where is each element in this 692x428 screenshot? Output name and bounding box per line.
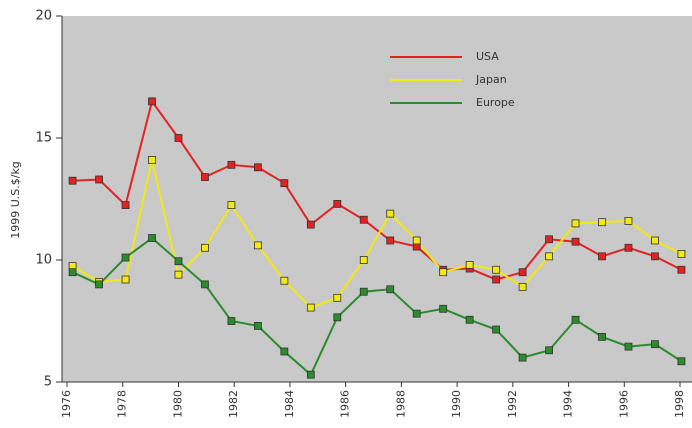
point bbox=[545, 235, 553, 244]
x-tick-label: 1990 bbox=[450, 390, 463, 418]
point bbox=[201, 280, 209, 289]
point bbox=[412, 236, 421, 245]
point bbox=[148, 97, 156, 106]
point bbox=[333, 313, 342, 322]
point bbox=[253, 241, 262, 250]
x-tick-label: 1994 bbox=[562, 390, 575, 418]
y-tick-label: 5 bbox=[44, 375, 52, 390]
point bbox=[545, 346, 553, 355]
point bbox=[624, 243, 633, 252]
x-tick-label: 1992 bbox=[506, 390, 519, 418]
point bbox=[121, 253, 130, 262]
point bbox=[545, 252, 553, 261]
point bbox=[651, 236, 659, 245]
point bbox=[624, 217, 633, 225]
point bbox=[359, 256, 368, 264]
point bbox=[280, 276, 289, 285]
point bbox=[598, 332, 606, 341]
point bbox=[333, 199, 342, 208]
point bbox=[677, 265, 686, 274]
legend-label: Europe bbox=[476, 96, 515, 109]
point bbox=[677, 249, 686, 258]
point bbox=[253, 163, 262, 172]
point bbox=[651, 252, 659, 261]
point bbox=[68, 268, 77, 277]
point bbox=[280, 347, 289, 356]
point bbox=[95, 280, 103, 289]
point bbox=[386, 285, 395, 294]
point bbox=[174, 270, 183, 279]
point bbox=[465, 260, 474, 269]
point bbox=[95, 175, 103, 184]
point bbox=[492, 265, 501, 274]
point bbox=[174, 134, 183, 142]
series-line bbox=[72, 236, 682, 377]
x-tick-label: 1988 bbox=[394, 390, 407, 418]
point bbox=[439, 268, 448, 277]
point bbox=[492, 325, 501, 334]
point bbox=[518, 268, 527, 277]
point bbox=[306, 220, 315, 229]
point bbox=[386, 236, 395, 245]
x-tick-label: 1982 bbox=[227, 390, 240, 418]
point bbox=[227, 201, 236, 210]
point bbox=[571, 219, 580, 228]
point bbox=[571, 237, 580, 246]
point bbox=[598, 252, 606, 261]
point bbox=[412, 309, 421, 318]
point bbox=[677, 357, 686, 366]
point bbox=[651, 340, 659, 349]
point bbox=[280, 179, 289, 188]
x-tick-label: 1996 bbox=[617, 390, 630, 418]
series-line bbox=[72, 159, 682, 309]
point bbox=[121, 275, 130, 284]
plot-area bbox=[62, 16, 692, 382]
point bbox=[571, 315, 580, 324]
point bbox=[306, 370, 315, 379]
point bbox=[68, 176, 77, 185]
legend-label: USA bbox=[476, 50, 499, 63]
point bbox=[492, 275, 501, 284]
point bbox=[359, 215, 368, 224]
y-tick-label: 15 bbox=[35, 131, 52, 146]
point bbox=[359, 287, 368, 296]
point bbox=[227, 317, 236, 325]
point bbox=[439, 304, 448, 313]
series-line bbox=[72, 99, 682, 281]
point bbox=[598, 218, 606, 227]
x-tick-label: 1978 bbox=[116, 390, 129, 418]
point bbox=[465, 315, 474, 324]
point bbox=[148, 234, 156, 242]
x-tick-label: 1980 bbox=[171, 390, 184, 418]
point bbox=[518, 353, 527, 362]
x-tick-label: 1986 bbox=[339, 390, 352, 418]
point bbox=[386, 209, 395, 218]
y-tick-label: 10 bbox=[35, 253, 52, 268]
x-tick-label: 1998 bbox=[673, 390, 686, 418]
point bbox=[227, 160, 236, 169]
point bbox=[121, 201, 130, 210]
point bbox=[518, 282, 527, 291]
point bbox=[624, 342, 633, 351]
y-tick-label: 20 bbox=[35, 9, 52, 24]
point bbox=[201, 173, 209, 181]
point bbox=[174, 257, 183, 266]
point bbox=[201, 243, 209, 252]
legend-label: Japan bbox=[475, 73, 507, 86]
point bbox=[306, 303, 315, 312]
point bbox=[253, 321, 262, 330]
point bbox=[148, 156, 156, 164]
x-tick-label: 1984 bbox=[283, 390, 296, 418]
point bbox=[333, 293, 342, 302]
x-tick-label: 1976 bbox=[60, 390, 73, 418]
y-axis-label: 1999 U.S.$/kg bbox=[9, 161, 22, 239]
